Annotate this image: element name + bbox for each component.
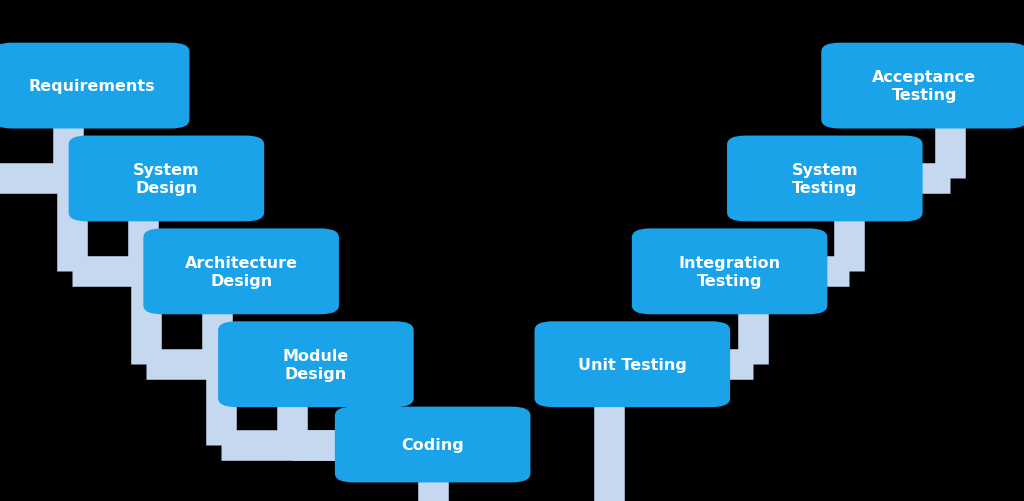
Text: System
Testing: System Testing [792, 163, 858, 195]
FancyBboxPatch shape [727, 136, 923, 222]
Text: Integration
Testing: Integration Testing [679, 256, 780, 288]
FancyBboxPatch shape [535, 322, 730, 407]
FancyBboxPatch shape [143, 229, 339, 315]
Text: Module
Design: Module Design [283, 348, 349, 381]
Text: System
Design: System Design [133, 163, 200, 195]
FancyBboxPatch shape [821, 44, 1024, 129]
Text: Coding: Coding [401, 437, 464, 452]
Text: Architecture
Design: Architecture Design [184, 256, 298, 288]
FancyBboxPatch shape [218, 322, 414, 407]
Text: Unit Testing: Unit Testing [578, 357, 687, 372]
Text: Requirements: Requirements [29, 79, 155, 94]
Text: Acceptance
Testing: Acceptance Testing [872, 70, 976, 103]
FancyBboxPatch shape [335, 407, 530, 482]
FancyBboxPatch shape [0, 44, 189, 129]
FancyBboxPatch shape [69, 136, 264, 222]
FancyBboxPatch shape [632, 229, 827, 315]
